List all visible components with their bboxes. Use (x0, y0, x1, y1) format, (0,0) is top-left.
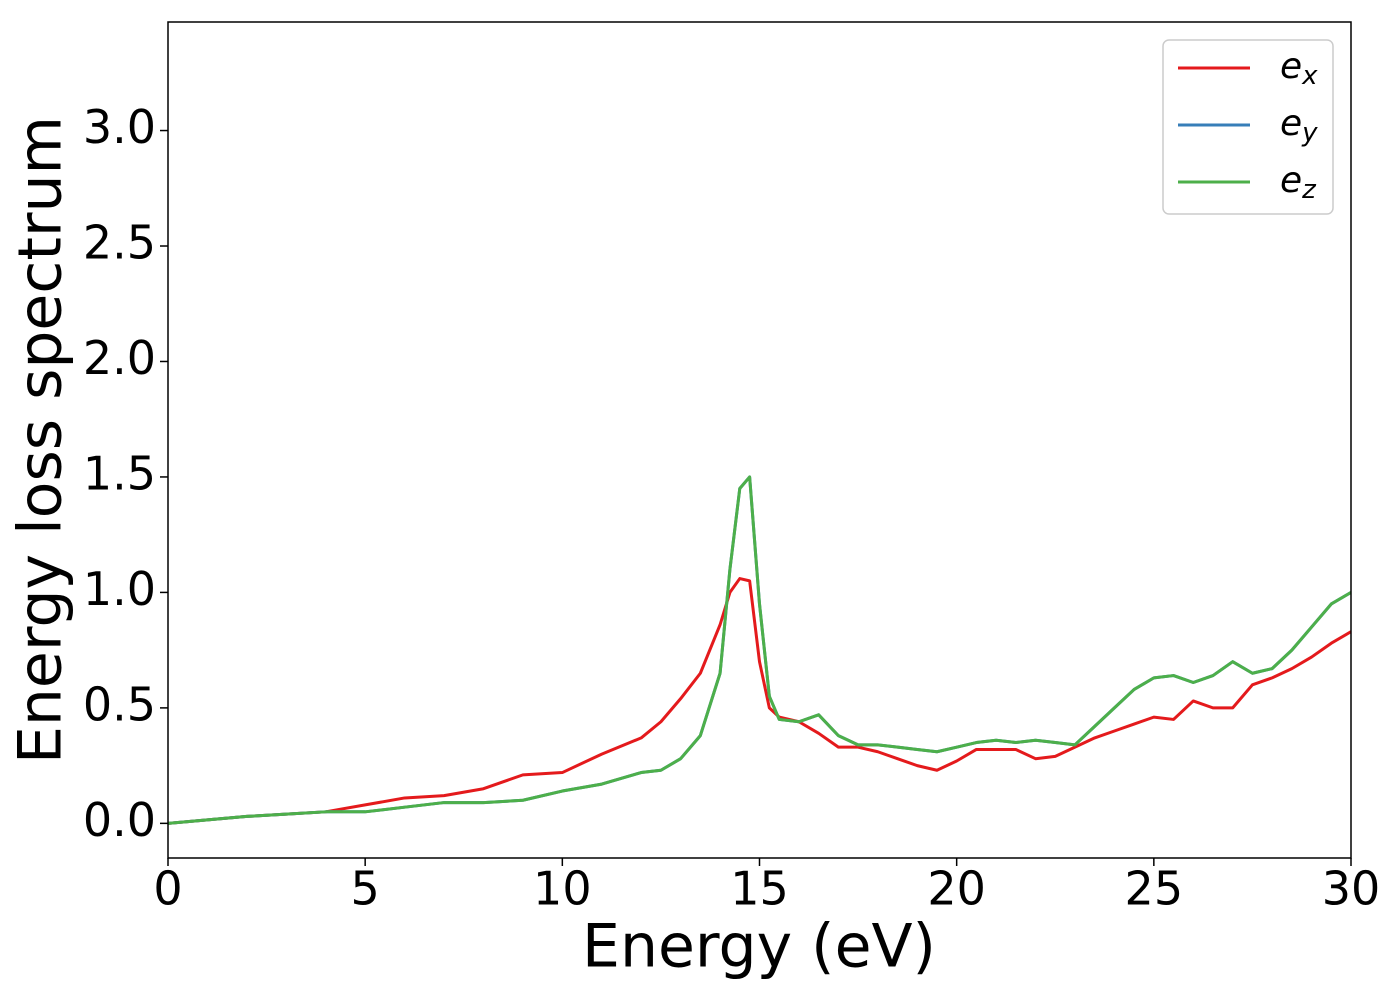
x-tick-label: 10 (533, 862, 592, 916)
y-tick-label: 2.5 (83, 216, 156, 270)
series-line (168, 475, 1351, 825)
x-tick-label: 30 (1322, 862, 1381, 916)
x-axis-label: Energy (eV) (582, 912, 936, 982)
x-tick-label: 25 (1125, 862, 1184, 916)
y-tick-label: 1.0 (83, 562, 156, 616)
x-tick-label: 0 (153, 862, 182, 916)
y-tick-label: 0.5 (83, 677, 156, 731)
legend-label: ex (1280, 46, 1318, 91)
y-tick-label: 3.0 (83, 100, 156, 154)
x-tick-label: 15 (730, 862, 789, 916)
plot-frame (167, 21, 1352, 859)
x-tick-label: 20 (927, 862, 986, 916)
y-axis-label: Energy loss spectrum (6, 116, 76, 764)
series-line (168, 577, 1351, 825)
y-tick-label: 0.0 (83, 793, 156, 847)
y-tick-label: 2.0 (83, 331, 156, 385)
y-tick-label: 1.5 (83, 446, 156, 500)
legend-label: ez (1280, 160, 1317, 205)
legend-label: ey (1280, 103, 1318, 148)
x-tick-label: 5 (351, 862, 380, 916)
legend-box (1162, 39, 1334, 215)
